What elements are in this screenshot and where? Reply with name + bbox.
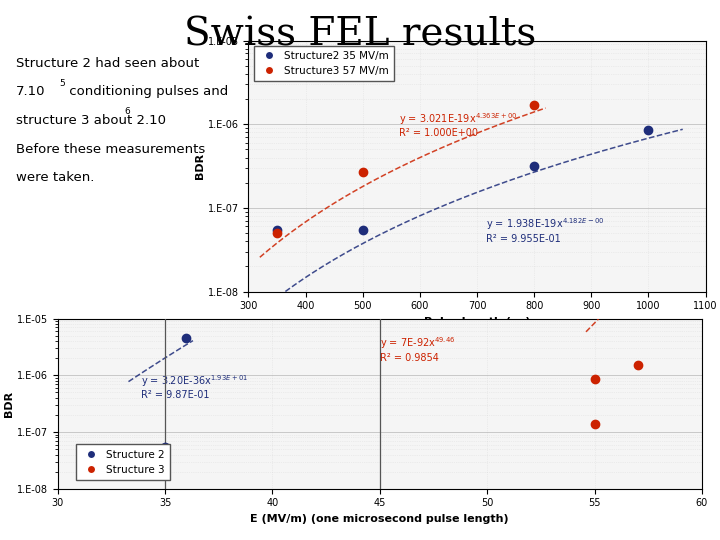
Legend: Structure2 35 MV/m, Structure3 57 MV/m: Structure2 35 MV/m, Structure3 57 MV/m xyxy=(253,46,394,82)
Text: conditioning pulses and: conditioning pulses and xyxy=(65,85,228,98)
Text: Structure 2 had seen about: Structure 2 had seen about xyxy=(16,57,199,70)
Text: 5: 5 xyxy=(59,79,65,88)
Legend: Structure 2, Structure 3: Structure 2, Structure 3 xyxy=(76,444,170,480)
Text: y = 3.021E-19x$^{4.363E+00}$
R² = 1.000E+00: y = 3.021E-19x$^{4.363E+00}$ R² = 1.000E… xyxy=(400,111,518,138)
Text: 7.10: 7.10 xyxy=(16,85,45,98)
Y-axis label: BDR: BDR xyxy=(4,390,14,417)
Text: y = 1.938E-19x$^{4.182E-00}$
R² = 9.955E-01: y = 1.938E-19x$^{4.182E-00}$ R² = 9.955E… xyxy=(486,216,605,244)
Text: y = 3.20E-36x$^{1.93E+01}$
R² = 9.87E-01: y = 3.20E-36x$^{1.93E+01}$ R² = 9.87E-01 xyxy=(141,373,248,401)
Text: were taken.: were taken. xyxy=(16,171,94,184)
Text: 6: 6 xyxy=(125,107,130,117)
X-axis label: Pulse length (ns): Pulse length (ns) xyxy=(424,317,530,327)
Text: y = 7E-92x$^{49.46}$
R² = 0.9854: y = 7E-92x$^{49.46}$ R² = 0.9854 xyxy=(380,335,455,363)
Text: structure 3 about 2.10: structure 3 about 2.10 xyxy=(16,114,166,127)
Y-axis label: BDR: BDR xyxy=(195,153,204,179)
X-axis label: E (MV/m) (one microsecond pulse length): E (MV/m) (one microsecond pulse length) xyxy=(251,514,509,524)
Text: Before these measurements: Before these measurements xyxy=(16,143,205,156)
Text: Swiss FEL results: Swiss FEL results xyxy=(184,16,536,53)
